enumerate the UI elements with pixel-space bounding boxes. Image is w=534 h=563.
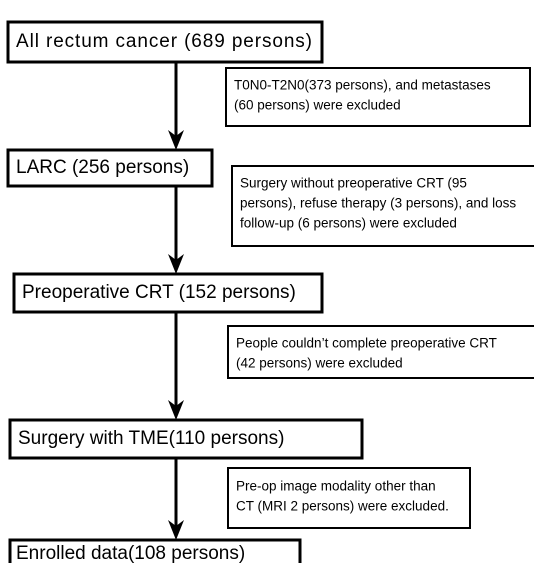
arrowhead	[168, 520, 184, 540]
exclusion-text: persons), refuse therapy (3 persons), an…	[240, 196, 516, 211]
exclusion-box	[225, 67, 531, 127]
arrowhead	[168, 130, 184, 150]
exclusion-box	[231, 165, 534, 247]
node-label: LARC (256 persons)	[16, 157, 189, 178]
exclusion-text: Surgery without preoperative CRT (95	[240, 176, 467, 191]
arrowhead	[168, 254, 184, 274]
exclusion-text: follow-up (6 persons) were excluded	[240, 216, 457, 231]
node-label: Surgery with TME(110 persons)	[18, 428, 284, 449]
node-label: All rectum cancer (689 persons)	[16, 31, 312, 52]
arrowhead	[168, 400, 184, 420]
exclusion-text: CT (MRI 2 persons) were excluded.	[236, 499, 449, 514]
node-box	[6, 20, 324, 64]
arrowheads	[168, 130, 184, 540]
exclusion-text: (42 persons) were excluded	[236, 356, 403, 371]
exclusion-box	[227, 325, 534, 379]
exclusion-text: T0N0-T2N0(373 persons), and metastases	[234, 78, 491, 93]
node-box	[6, 148, 214, 188]
exclusion-text: People couldn’t complete preoperative CR…	[236, 336, 497, 351]
node-box	[12, 272, 324, 314]
node-box	[8, 538, 302, 563]
exclusion-text: (60 persons) were excluded	[234, 98, 401, 113]
exclusion-box	[227, 467, 471, 529]
node-label: Enrolled data(108 persons)	[16, 543, 245, 563]
exclusion-text: Pre-op image modality other than	[236, 479, 436, 494]
node-label: Preoperative CRT (152 persons)	[22, 282, 296, 303]
node-box	[8, 418, 364, 460]
